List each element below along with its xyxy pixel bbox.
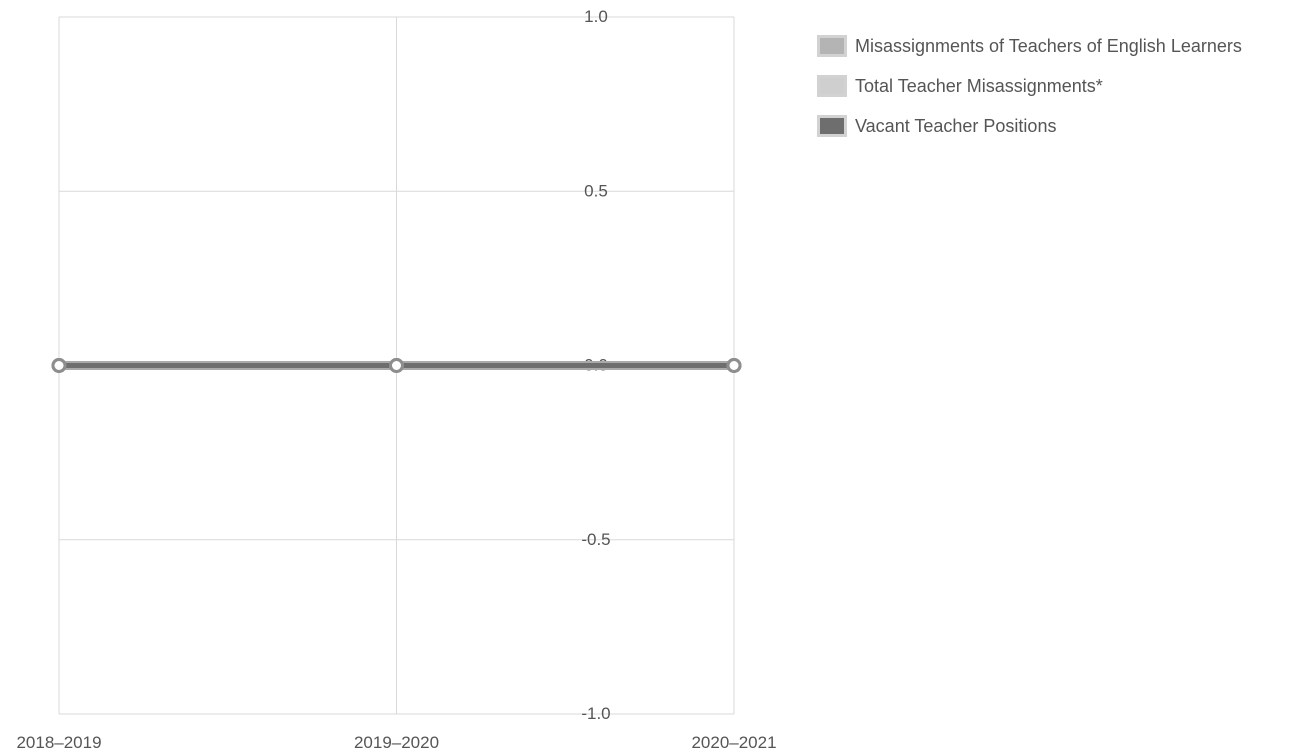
legend-label: Vacant Teacher Positions bbox=[855, 115, 1057, 136]
legend-swatch bbox=[817, 75, 847, 97]
data-point[interactable] bbox=[389, 358, 404, 373]
y-tick-label: -1.0 bbox=[581, 704, 610, 723]
legend-item-vacant-positions[interactable]: Vacant Teacher Positions bbox=[817, 112, 1242, 140]
legend-item-total-misassignments[interactable]: Total Teacher Misassignments* bbox=[817, 72, 1242, 100]
legend-label: Misassignments of Teachers of English Le… bbox=[855, 35, 1242, 56]
x-tick-label: 2019–2020 bbox=[354, 733, 439, 752]
data-points bbox=[51, 358, 742, 373]
y-tick-label: 1.0 bbox=[584, 7, 608, 26]
x-tick-label: 2018–2019 bbox=[16, 733, 101, 752]
y-tick-label: -0.5 bbox=[581, 530, 610, 549]
legend-swatch bbox=[817, 115, 847, 137]
legend-item-english-learner-misassignments[interactable]: Misassignments of Teachers of English Le… bbox=[817, 32, 1242, 60]
legend-swatch bbox=[817, 35, 847, 57]
data-point[interactable] bbox=[726, 358, 742, 373]
data-point[interactable] bbox=[51, 358, 67, 373]
legend-label: Total Teacher Misassignments* bbox=[855, 75, 1103, 96]
x-axis-ticks: 2018–2019 2019–2020 2020–2021 bbox=[16, 733, 776, 752]
chart-legend: Misassignments of Teachers of English Le… bbox=[817, 32, 1242, 152]
x-tick-label: 2020–2021 bbox=[691, 733, 776, 752]
y-tick-label: 0.5 bbox=[584, 181, 608, 200]
